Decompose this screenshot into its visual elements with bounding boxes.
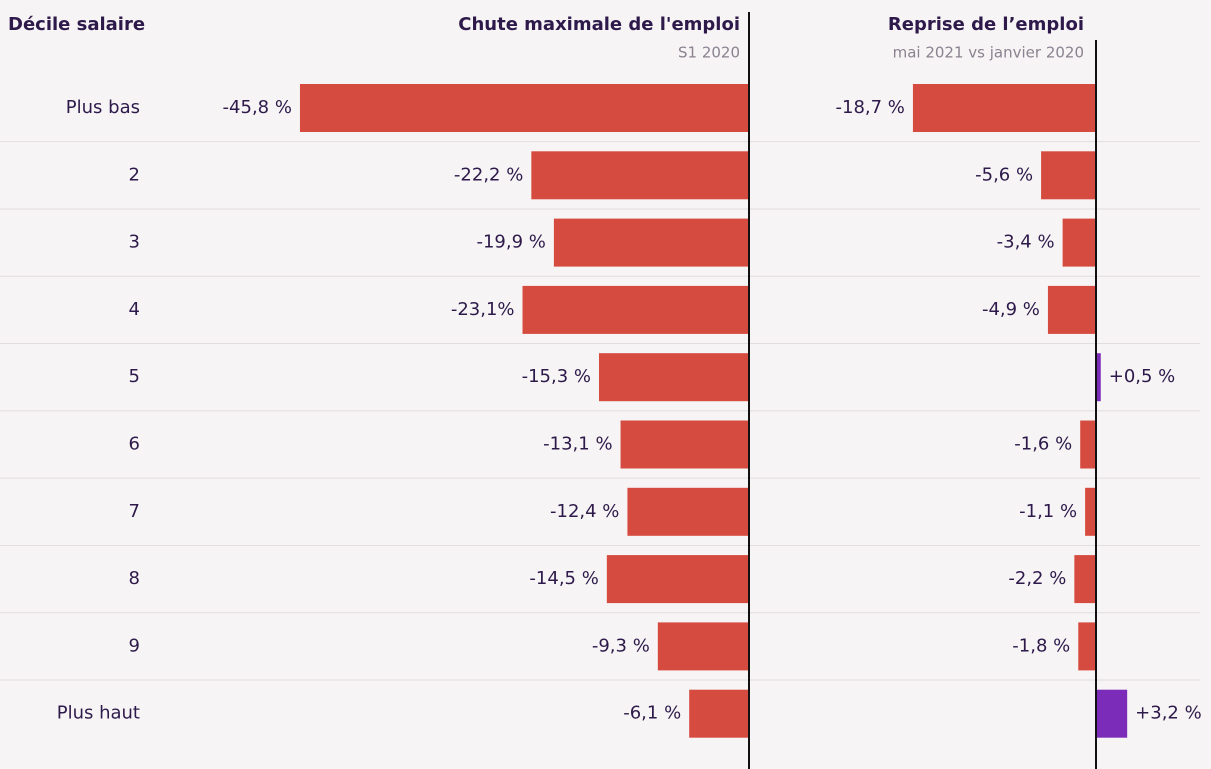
value-label: -18,7 % [836, 97, 905, 118]
bar [299, 84, 749, 132]
value-label: +0,5 % [1109, 366, 1176, 387]
panel-subtitle: mai 2021 vs janvier 2020 [893, 44, 1084, 62]
value-label: -14,5 % [529, 568, 598, 589]
panel-title: Chute maximale de l'emploi [458, 14, 740, 35]
category-label: 5 [129, 366, 140, 387]
bar [1074, 555, 1096, 604]
category-label: Plus bas [66, 97, 140, 118]
value-label: -19,9 % [476, 232, 545, 253]
bar [553, 218, 749, 267]
value-label: -1,8 % [1012, 635, 1070, 656]
category-label: 9 [129, 635, 140, 656]
bar [1078, 622, 1096, 671]
category-label: Plus haut [57, 703, 140, 724]
category-label: 2 [129, 164, 140, 185]
value-label: -12,4 % [550, 501, 619, 522]
bar [1080, 420, 1096, 469]
value-label: +3,2 % [1135, 703, 1202, 724]
category-label: 7 [129, 501, 140, 522]
value-label: -6,1 % [623, 703, 681, 724]
bar [620, 420, 749, 469]
bar [689, 689, 749, 738]
value-label: -9,3 % [592, 635, 650, 656]
category-label: 3 [129, 232, 140, 253]
value-label: -1,6 % [1014, 434, 1072, 455]
bar [912, 84, 1096, 132]
value-label: -3,4 % [997, 232, 1055, 253]
bar [1047, 285, 1096, 334]
bar [598, 353, 749, 402]
value-label: -2,2 % [1008, 568, 1066, 589]
value-label: -1,1 % [1019, 501, 1077, 522]
category-label: 6 [129, 434, 140, 455]
category-label: 8 [129, 568, 140, 589]
value-label: -5,6 % [975, 164, 1033, 185]
bar [531, 151, 749, 200]
bar [627, 487, 749, 536]
bar [1085, 487, 1096, 536]
category-label: 4 [129, 299, 140, 320]
bar [1062, 218, 1096, 267]
value-label: -23,1% [451, 299, 515, 320]
panel-title: Reprise de l’emploi [888, 14, 1084, 35]
bar [522, 285, 749, 334]
panel-subtitle: S1 2020 [678, 44, 740, 62]
bar [1041, 151, 1096, 200]
value-label: -15,3 % [522, 366, 591, 387]
bar [1095, 689, 1128, 738]
value-label: -13,1 % [543, 434, 612, 455]
bar [657, 622, 749, 671]
value-label: -4,9 % [982, 299, 1040, 320]
value-label: -45,8 % [223, 97, 292, 118]
bar [1095, 353, 1101, 402]
category-axis-label: Décile salaire [8, 14, 145, 35]
bar [606, 555, 749, 604]
value-label: -22,2 % [454, 164, 523, 185]
